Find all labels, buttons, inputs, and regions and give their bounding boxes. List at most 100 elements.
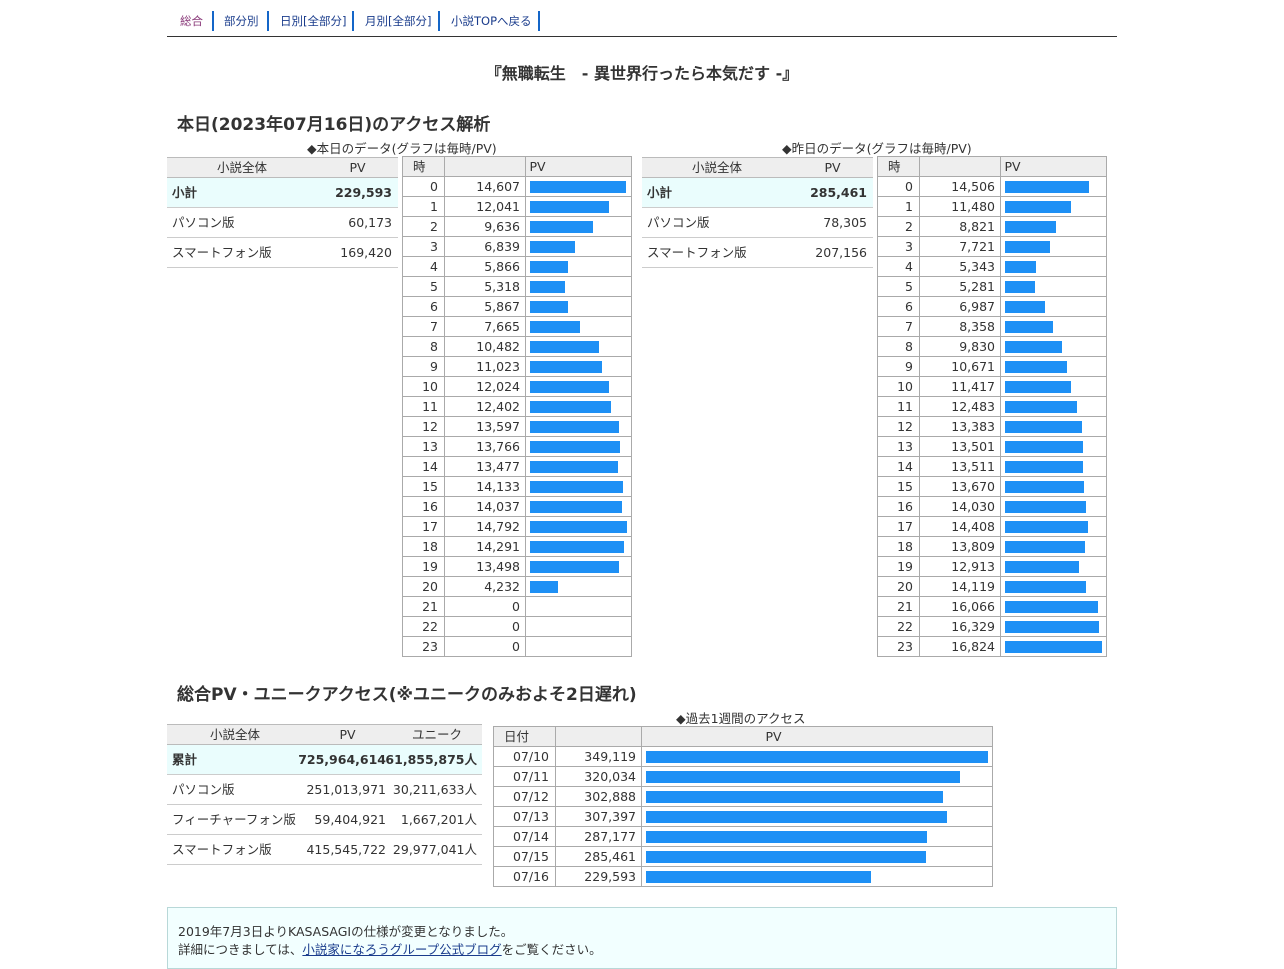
pv-bar bbox=[530, 381, 609, 393]
row-unique: 29,977,041人 bbox=[392, 842, 477, 857]
row-unique: 30,211,633人 bbox=[392, 782, 477, 797]
table-row: 8 10,482 bbox=[403, 337, 631, 357]
spec-change-notice: 2019年7月3日よりKASASAGIの仕様が変更となりました。 詳細につきまし… bbox=[167, 907, 1117, 969]
table-row: 12 13,383 bbox=[878, 417, 1106, 437]
nav-total-link[interactable]: 総合 bbox=[180, 14, 203, 28]
pv-cell: 14,291 bbox=[476, 539, 520, 554]
row-pv: 725,964,614 bbox=[298, 752, 386, 767]
pv-cell: 14,133 bbox=[476, 479, 520, 494]
hour-cell: 1 bbox=[905, 199, 913, 214]
nav-by-part-link[interactable]: 部分別 bbox=[224, 14, 259, 28]
nav-separator bbox=[352, 11, 354, 31]
table-row: 累計 725,964,614 61,855,875人 bbox=[167, 745, 482, 775]
table-row: 11 12,402 bbox=[403, 397, 631, 417]
hour-cell: 3 bbox=[905, 239, 913, 254]
date-cell: 07/12 bbox=[512, 789, 549, 804]
notice-line-2: 詳細につきましては、小説家になろうグループ公式ブログをご覧ください。 bbox=[178, 939, 602, 958]
hour-cell: 7 bbox=[430, 319, 438, 334]
hour-cell: 9 bbox=[430, 359, 438, 374]
nav-separator bbox=[438, 11, 440, 31]
pv-cell: 7,665 bbox=[484, 319, 520, 334]
pv-bar bbox=[530, 541, 624, 553]
table-row: 22 16,329 bbox=[878, 617, 1106, 637]
pv-bar bbox=[530, 561, 619, 573]
pv-cell: 10,482 bbox=[476, 339, 520, 354]
pv-bar bbox=[530, 281, 565, 293]
pv-bar bbox=[646, 851, 926, 863]
total-section-title: 総合PV・ユニークアクセス(※ユニークのみおよそ2日遅れ) bbox=[177, 685, 637, 705]
table-row: 19 12,913 bbox=[878, 557, 1106, 577]
pv-bar bbox=[530, 341, 599, 353]
pv-bar bbox=[530, 501, 622, 513]
pv-cell: 5,318 bbox=[484, 279, 520, 294]
header-hour: 時 bbox=[413, 159, 426, 174]
top-nav: 総合 部分別 日別[全部分] 月別[全部分] 小説TOPへ戻る bbox=[167, 10, 1117, 37]
table-row: 14 13,511 bbox=[878, 457, 1106, 477]
pv-bar bbox=[1005, 361, 1067, 373]
pv-cell: 14,037 bbox=[476, 499, 520, 514]
table-row: 12 13,597 bbox=[403, 417, 631, 437]
pv-bar bbox=[530, 461, 618, 473]
pv-cell: 287,177 bbox=[584, 829, 636, 844]
table-row: 21 16,066 bbox=[878, 597, 1106, 617]
table-row: 07/11 320,034 bbox=[494, 767, 992, 787]
official-blog-link[interactable]: 小説家になろうグループ公式ブログ bbox=[302, 942, 502, 957]
nav-separator bbox=[212, 11, 214, 31]
pv-bar bbox=[1005, 381, 1071, 393]
table-row: 6 6,987 bbox=[878, 297, 1106, 317]
pv-bar bbox=[646, 751, 988, 763]
hour-cell: 21 bbox=[897, 599, 913, 614]
pv-bar bbox=[1005, 621, 1099, 633]
pv-bar bbox=[530, 221, 593, 233]
pv-bar bbox=[646, 791, 943, 803]
pv-cell: 8,821 bbox=[959, 219, 995, 234]
nav-daily-link[interactable]: 日別[全部分] bbox=[280, 14, 347, 28]
pv-cell: 11,480 bbox=[951, 199, 995, 214]
pv-cell: 7,721 bbox=[959, 239, 995, 254]
table-row: 23 0 bbox=[403, 637, 631, 657]
table-row: 07/13 307,397 bbox=[494, 807, 992, 827]
row-label: スマートフォン版 bbox=[647, 245, 747, 260]
nav-monthly-link[interactable]: 月別[全部分] bbox=[365, 14, 432, 28]
table-row: 7 8,358 bbox=[878, 317, 1106, 337]
header-pv: PV bbox=[339, 727, 356, 742]
pv-cell: 14,030 bbox=[951, 499, 995, 514]
pv-bar bbox=[1005, 601, 1098, 613]
table-row: パソコン版 60,173 bbox=[167, 208, 398, 238]
hour-cell: 14 bbox=[422, 459, 438, 474]
pv-bar bbox=[530, 401, 611, 413]
pv-cell: 14,119 bbox=[951, 579, 995, 594]
pv-cell: 12,024 bbox=[476, 379, 520, 394]
hour-cell: 3 bbox=[430, 239, 438, 254]
table-row: 19 13,498 bbox=[403, 557, 631, 577]
notice-line-1: 2019年7月3日よりKASASAGIの仕様が変更となりました。 bbox=[178, 924, 514, 939]
table-row: 3 6,839 bbox=[403, 237, 631, 257]
hour-cell: 17 bbox=[422, 519, 438, 534]
pv-cell: 8,358 bbox=[959, 319, 995, 334]
hour-cell: 0 bbox=[905, 179, 913, 194]
hour-cell: 10 bbox=[897, 379, 913, 394]
table-row: スマートフォン版 169,420 bbox=[167, 238, 398, 268]
row-label: フィーチャーフォン版 bbox=[172, 812, 296, 827]
table-row: 0 14,607 bbox=[403, 177, 631, 197]
pv-cell: 285,461 bbox=[584, 849, 636, 864]
table-row: 9 11,023 bbox=[403, 357, 631, 377]
header-pv: PV bbox=[349, 160, 366, 175]
table-row: スマートフォン版 207,156 bbox=[642, 238, 873, 268]
hour-cell: 14 bbox=[897, 459, 913, 474]
table-row: 3 7,721 bbox=[878, 237, 1106, 257]
table-row: 2 8,821 bbox=[878, 217, 1106, 237]
date-cell: 07/14 bbox=[512, 829, 549, 844]
today-caption: ◆本日のデータ(グラフは毎時/PV) bbox=[307, 141, 497, 156]
nav-novel-top-link[interactable]: 小説TOPへ戻る bbox=[451, 14, 532, 28]
nav-separator bbox=[267, 11, 269, 31]
date-cell: 07/10 bbox=[512, 749, 549, 764]
yesterday-caption: ◆昨日のデータ(グラフは毎時/PV) bbox=[782, 141, 972, 156]
hour-cell: 22 bbox=[897, 619, 913, 634]
table-row: 14 13,477 bbox=[403, 457, 631, 477]
hour-cell: 9 bbox=[905, 359, 913, 374]
pv-cell: 4,232 bbox=[484, 579, 520, 594]
hour-cell: 19 bbox=[422, 559, 438, 574]
hour-cell: 15 bbox=[897, 479, 913, 494]
pv-cell: 12,483 bbox=[951, 399, 995, 414]
